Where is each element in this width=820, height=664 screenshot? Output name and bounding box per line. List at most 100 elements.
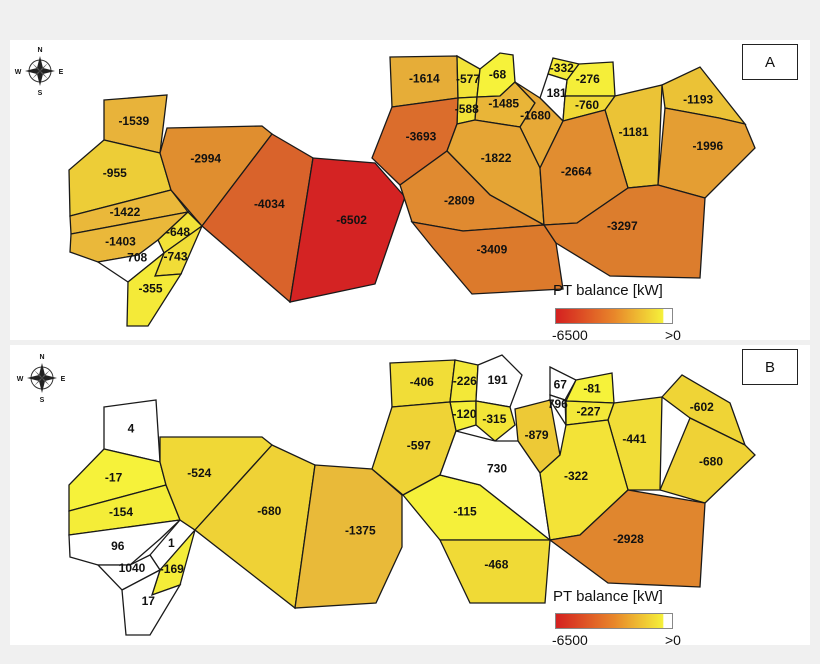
map-a: N S E W [15,47,756,327]
region-value-label: 96 [111,539,125,553]
region-value-label: 67 [554,378,568,392]
region-value-label: -441 [622,432,646,446]
region-value-label: -1614 [409,72,440,86]
region-value-label: -577 [456,72,480,86]
region-value-label: -648 [166,225,190,239]
region-value-label: -760 [575,98,599,112]
region-value-label: 796 [548,397,568,411]
region-value-label: -680 [699,454,723,468]
region-value-label: -154 [109,505,133,519]
region-value-label: -68 [489,67,507,81]
region [475,400,516,442]
legend-title: PT balance [kW] [553,588,663,605]
compass-e: E [61,376,66,383]
region-value-label: 1 [168,536,175,550]
panel-a-label: A [742,44,798,80]
region-value-label: -1422 [110,205,141,219]
region-value-label: -1680 [520,109,551,123]
compass-w: W [15,69,22,76]
compass-rose-icon: N S E W [17,354,66,404]
region [542,184,706,279]
region [410,221,564,295]
region-value-label: 191 [488,373,508,387]
compass-e: E [59,69,64,76]
panel-a: N S E W [10,40,810,343]
region-value-label: 4 [128,422,135,436]
region [659,417,756,504]
legend-color-bar [555,613,673,629]
legend-min-label: -6500 [552,327,588,343]
region-value-label: -2994 [190,152,221,166]
region-value-label: -743 [163,249,187,263]
legend-title: PT balance [kW] [553,282,663,299]
region-value-label: 181 [547,86,567,100]
region-value-label: -1485 [488,96,519,110]
region-value-label: -3409 [477,242,508,256]
region [438,539,551,604]
region-value-label: -588 [455,102,479,116]
region-value-label: -1403 [105,235,136,249]
region-value-label: 708 [127,251,147,265]
region-value-label: -1996 [692,139,723,153]
region-value-label: -226 [453,374,477,388]
region-value-label: -597 [407,439,431,453]
region-value-label: -315 [482,412,506,426]
region-value-label: -227 [576,404,600,418]
legend-max-label: >0 [665,327,681,343]
region-value-label: -169 [160,562,184,576]
region-value-label: -4034 [254,197,285,211]
region-value-label: -81 [583,381,601,395]
region-value-label: -120 [452,407,476,421]
compass-n: N [39,354,44,361]
region [159,436,273,531]
region-value-label: -955 [103,166,127,180]
region-value-label: -1375 [345,523,376,537]
region-polygons-b: 4 -17 -154 96 1 1040 -169 17 -524 -680 -1375 -406 -2… [68,354,756,636]
region-value-label: -680 [257,504,281,518]
region-value-label: -2809 [444,194,475,208]
region-polygons-a: -1539 -955 -1422 -1403 -648 708 -743 -355 -2994 -… [68,52,756,327]
region [548,489,706,588]
compass-rose-icon: N S E W [15,47,64,97]
region-value-label: -355 [138,282,162,296]
panel-b: N S E W [10,345,810,648]
region [121,568,182,636]
region-value-label: -2928 [613,532,644,546]
region-value-label: -879 [525,428,549,442]
region-value-label: -332 [550,61,574,75]
region-value-label: -17 [105,471,123,485]
region-value-label: -3297 [607,219,638,233]
region [289,157,406,303]
region-value-label: -602 [690,400,714,414]
region-value-label: -276 [576,72,600,86]
region-value-label: -1181 [619,125,649,139]
compass-s: S [38,90,43,97]
region [475,354,523,408]
region-value-label: -1539 [118,114,149,128]
compass-n: N [37,47,42,54]
region-value-label: 730 [487,462,507,476]
legend-min-label: -6500 [552,632,588,648]
region-value-label: -1822 [481,151,512,165]
region-value-label: -3693 [406,129,437,143]
region-value-label: -322 [564,469,588,483]
region-value-label: -406 [410,375,434,389]
legend-max-label: >0 [665,632,681,648]
region [96,238,165,283]
region [126,250,183,327]
compass-s: S [40,397,45,404]
region-value-label: -1193 [683,93,713,107]
region [661,374,747,447]
region-value-label: -2664 [561,165,592,179]
region [96,554,161,591]
region-value-label: 17 [142,594,156,608]
legend-color-bar [555,308,673,324]
compass-w: W [17,376,24,383]
map-b: N S E W [17,354,756,636]
region-value-label: -115 [453,505,477,519]
panel-b-label: B [742,349,798,385]
region-value-label: 1040 [119,561,146,575]
region-value-label: -524 [187,466,211,480]
region-value-label: -6502 [336,213,367,227]
region-value-label: -468 [484,557,508,571]
